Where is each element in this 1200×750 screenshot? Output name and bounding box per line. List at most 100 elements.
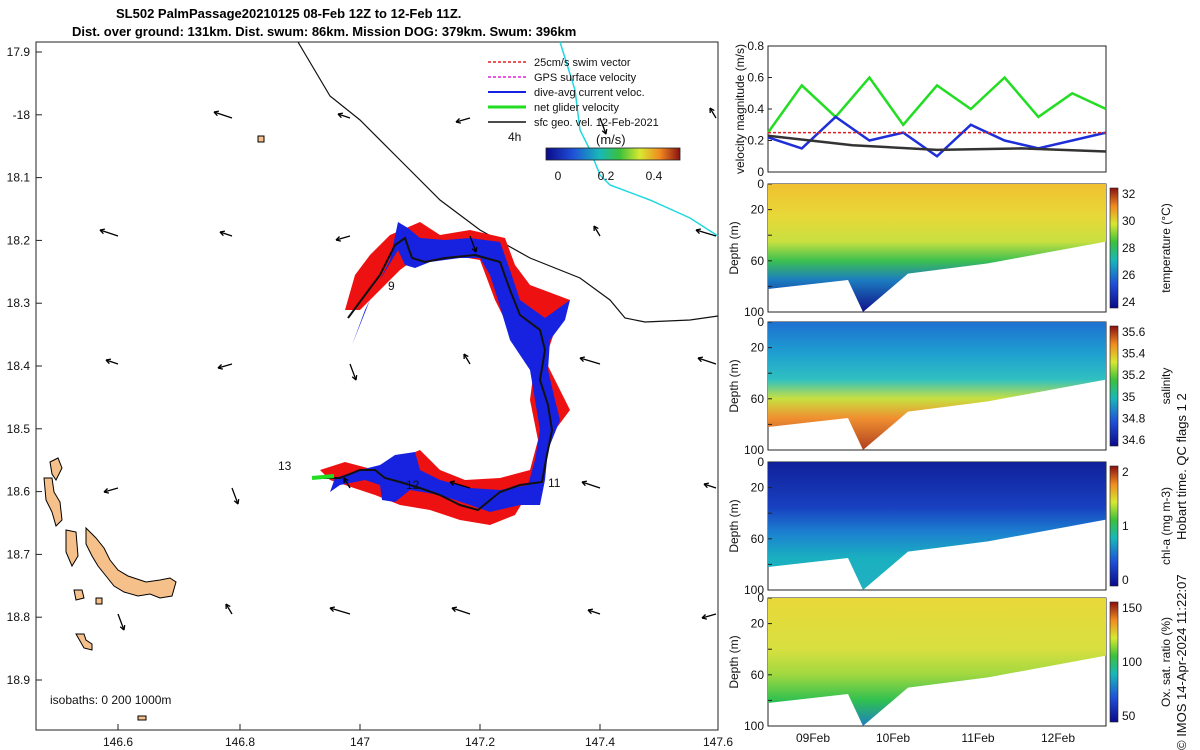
geo-arrow (231, 487, 239, 505)
isobath-1000m (297, 41, 719, 323)
heatmap-y-tick-label: 0 (757, 591, 764, 605)
geo-arrow (463, 353, 471, 365)
colorbar-unit: (m/s) (596, 132, 626, 147)
heatmap-colorbar-tick: 150 (1122, 601, 1142, 615)
velocity-y-label: velocity magnitude (m/s) (733, 44, 747, 174)
legend-gps-label: GPS surface velocity (534, 72, 637, 84)
heatmap-y-tick-label: 60 (751, 392, 765, 406)
heatmap-y-label: Depth (m) (727, 499, 741, 552)
heatmap-colorbar-tick: 24 (1122, 295, 1136, 309)
geo-arrow-head (709, 107, 715, 114)
geo-arrow-head (451, 606, 458, 613)
heatmap-y-tick-label: 100 (744, 443, 764, 457)
heatmap-colorbar (1109, 325, 1119, 447)
qc-flags-text: Hobart time. QC flags 1 2 (1174, 393, 1189, 540)
map-y-tick-label: 18.4 (7, 359, 31, 373)
time-x-tick-label: 09Feb (796, 731, 830, 745)
day-label: 11 (548, 476, 561, 490)
map-y-tick-label: 18.6 (7, 485, 31, 499)
geo-arrow-head (579, 356, 586, 363)
heatmap-colorbar-tick: 32 (1122, 187, 1136, 201)
map-y-tick-label: 18.1 (7, 171, 31, 185)
velocity-series-line (766, 75, 1107, 134)
map-y-tick-label: -18 (13, 108, 31, 122)
map-y-tick-label: 18.7 (7, 547, 31, 561)
heatmap-colorbar-tick: 2 (1122, 465, 1129, 479)
geo-arrow (587, 609, 601, 615)
heatmap-y-tick-label: 60 (751, 532, 765, 546)
geo-arrow (329, 607, 351, 615)
velocity-y-tick-label: 0.6 (747, 71, 764, 85)
heatmap-colorbar-tick: 34.6 (1122, 433, 1146, 447)
geo-arrow-head (449, 480, 456, 487)
day-label: 9 (388, 279, 395, 293)
geo-arrow-head (213, 110, 220, 117)
heatmap-y-tick-label: 20 (751, 203, 765, 217)
geo-arrow (697, 357, 717, 365)
heatmap-y-tick-label: 0 (757, 177, 764, 191)
legend-net-label: net glider velocity (534, 102, 619, 114)
heatmap-colorbar-tick: 35 (1122, 390, 1136, 404)
heatmap-y-label: Depth (m) (727, 221, 741, 274)
map-y-tick-label: 18.9 (7, 673, 31, 687)
velocity-panel-frame (767, 45, 1107, 173)
map-x-tick-label: 147.2 (465, 735, 495, 749)
geo-arrow-head (587, 608, 594, 615)
geo-arrow (449, 481, 471, 489)
geo-velocity-arrows (99, 107, 717, 631)
geo-arrow-head (701, 614, 708, 620)
heatmap-y-tick-label: 20 (751, 481, 765, 495)
heatmap-colorbar (1109, 465, 1119, 587)
heatmap-colorbar-label: chl-a (mg m-3) (1159, 487, 1173, 565)
geo-arrow-head (471, 246, 478, 253)
heatmap-field (768, 462, 1106, 590)
scale-label: 4h (508, 130, 521, 144)
geo-arrow-head (217, 364, 224, 370)
title-line2: Dist. over ground: 131km. Dist. swum: 86… (72, 24, 577, 39)
heatmap-colorbar-label: temperature (°C) (1159, 203, 1173, 293)
heatmap-colorbar (1109, 187, 1119, 309)
geo-arrow (219, 231, 233, 237)
geo-arrow-head (455, 118, 462, 124)
map-x-tick-label: 147 (350, 735, 370, 749)
dive-current-swath (330, 222, 570, 512)
velocity-y-tick-label: 0.2 (747, 134, 764, 148)
colorbar-tick-label: 0.2 (598, 169, 615, 183)
geo-arrow-head (337, 112, 344, 119)
geo-arrow (117, 613, 125, 631)
heatmap-colorbar-tick: 35.2 (1122, 368, 1146, 382)
geo-arrow-head (351, 374, 358, 381)
glider-track (318, 236, 554, 512)
heatmap-colorbar-tick: 34.8 (1122, 411, 1146, 425)
geo-arrow (99, 229, 119, 237)
heatmap-colorbar-tick: 50 (1122, 709, 1136, 723)
geo-arrow (213, 111, 233, 119)
map-y-ticks: 17.9 -18 18.1 18.2 18.3 18.4 18.5 18.6 18.7 18.8 1… (7, 45, 42, 687)
legend-sfc-label: sfc geo. vel. 12-Feb-2021 (534, 117, 659, 129)
map-colorbar (545, 147, 681, 161)
geo-arrow-head (105, 358, 112, 365)
map-colorbar-ticks: 0 0.2 0.4 (555, 169, 663, 183)
heatmap-field (768, 322, 1106, 450)
geo-arrow-head (225, 603, 231, 610)
geo-arrow-head (463, 353, 469, 360)
time-x-tick-label: 12Feb (1041, 731, 1075, 745)
title-line1: SL502 PalmPassage20210125 08-Feb 12Z to … (116, 6, 462, 21)
heatmap-colorbar-tick: 0 (1122, 573, 1129, 587)
geo-arrow (581, 481, 601, 489)
geo-arrow (225, 603, 233, 615)
map-y-tick-label: 18.8 (7, 610, 31, 624)
geo-arrow (701, 613, 717, 619)
legend-swim-label: 25cm/s swim vector (534, 57, 631, 69)
heatmap-colorbar-tick: 28 (1122, 241, 1136, 255)
geo-arrow-head (695, 228, 702, 235)
heatmap-y-tick-label: 0 (757, 315, 764, 329)
geo-arrow (337, 113, 351, 119)
geo-arrow (455, 117, 471, 123)
map-y-tick-label: 18.2 (7, 233, 31, 247)
geo-arrow-head (703, 482, 710, 489)
geo-arrow (343, 477, 351, 489)
heatmap-colorbar-tick: 35.6 (1122, 325, 1146, 339)
